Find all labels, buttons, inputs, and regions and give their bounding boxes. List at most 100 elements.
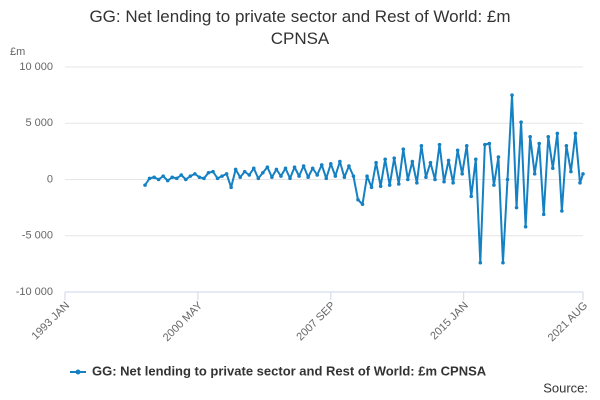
data-point: [424, 175, 428, 180]
data-point: [537, 141, 542, 146]
data-point: [170, 175, 175, 180]
data-point: [229, 185, 233, 190]
source: Source:: [543, 380, 588, 395]
data-point: [523, 224, 528, 229]
x-tick-label: 2007 SEP: [294, 300, 338, 344]
data-point: [360, 202, 365, 207]
y-tick-label: 0: [47, 173, 53, 185]
data-point: [188, 174, 193, 178]
data-point: [378, 184, 383, 189]
data-point: [315, 173, 320, 177]
data-point: [406, 177, 410, 182]
data-point: [184, 177, 188, 182]
data-point: [328, 161, 333, 166]
data-point: [224, 172, 229, 176]
data-point: [274, 167, 279, 172]
data-point: [519, 120, 523, 124]
data-point: [319, 163, 324, 167]
x-tick-label: 2021 AUG: [546, 300, 590, 344]
data-point: [143, 183, 147, 187]
data-point: [392, 156, 397, 160]
data-point: [410, 159, 415, 164]
data-point: [514, 205, 519, 210]
data-point: [338, 159, 342, 164]
data-point: [174, 176, 179, 181]
data-point: [202, 176, 206, 181]
data-point: [356, 197, 360, 202]
data-point: [265, 165, 270, 169]
data-point: [306, 175, 310, 180]
data-point: [487, 141, 492, 146]
data-point: [238, 175, 242, 180]
data-point: [460, 172, 464, 176]
data-point: [492, 183, 496, 187]
data-point: [541, 212, 546, 217]
data-point: [401, 147, 406, 151]
data-point: [569, 169, 573, 174]
data-point: [292, 165, 297, 169]
data-point: [455, 148, 460, 153]
data-point: [419, 143, 424, 148]
data-point: [342, 175, 347, 180]
data-point: [546, 134, 551, 139]
data-point: [215, 176, 220, 181]
data-point: [324, 176, 329, 181]
data-point: [483, 142, 487, 147]
data-point: [532, 172, 537, 176]
data-point: [374, 160, 378, 165]
data-point: [365, 174, 369, 178]
data-point: [501, 260, 505, 265]
data-point: [387, 183, 392, 187]
data-point: [220, 174, 224, 178]
data-point: [442, 179, 446, 184]
x-tick-label: 2015 JAN: [428, 300, 471, 343]
y-tick-label: 5 000: [25, 117, 53, 129]
y-tick-label: 10 000: [19, 61, 53, 73]
legend-label: GG: Net lending to private sector and Re…: [92, 363, 487, 378]
data-point: [206, 170, 211, 175]
data-point: [469, 194, 474, 199]
x-tick-label: 1993 JAN: [30, 300, 73, 343]
data-point: [478, 260, 483, 265]
data-point: [428, 160, 433, 165]
data-point: [283, 166, 288, 171]
data-point: [451, 181, 455, 185]
data-point: [333, 174, 338, 178]
data-point: [581, 172, 585, 176]
data-point: [555, 131, 560, 136]
data-point: [256, 176, 261, 181]
data-point: [383, 157, 387, 162]
data-point: [310, 166, 315, 171]
y-axis-label: £m: [10, 46, 25, 58]
data-point: [242, 169, 247, 174]
data-point: [496, 155, 501, 159]
data-point: [528, 134, 532, 139]
data-point: [510, 93, 514, 97]
data-point: [152, 175, 156, 180]
data-point: [211, 169, 215, 174]
data-point: [247, 173, 252, 177]
data-point: [161, 174, 165, 178]
data-point: [351, 174, 356, 178]
chart-title: GG: Net lending to private sector and Re…: [89, 7, 511, 48]
data-point: [301, 164, 306, 168]
data-point: [396, 182, 401, 186]
data-point: [197, 175, 202, 180]
y-tick-label: -5 000: [22, 230, 53, 242]
data-point: [437, 142, 442, 147]
series-line: [144, 94, 584, 264]
data-point: [505, 177, 510, 182]
data-point: [179, 173, 184, 177]
data-point: [573, 131, 578, 136]
data-point: [233, 167, 238, 172]
data-point: [550, 166, 555, 171]
legend-marker: [75, 369, 81, 375]
data-point: [464, 143, 469, 148]
data-point: [297, 174, 301, 178]
data-point: [288, 176, 292, 181]
data-point: [270, 175, 274, 180]
data-point: [156, 177, 161, 182]
data-point: [578, 181, 582, 185]
data-point: [147, 176, 152, 181]
